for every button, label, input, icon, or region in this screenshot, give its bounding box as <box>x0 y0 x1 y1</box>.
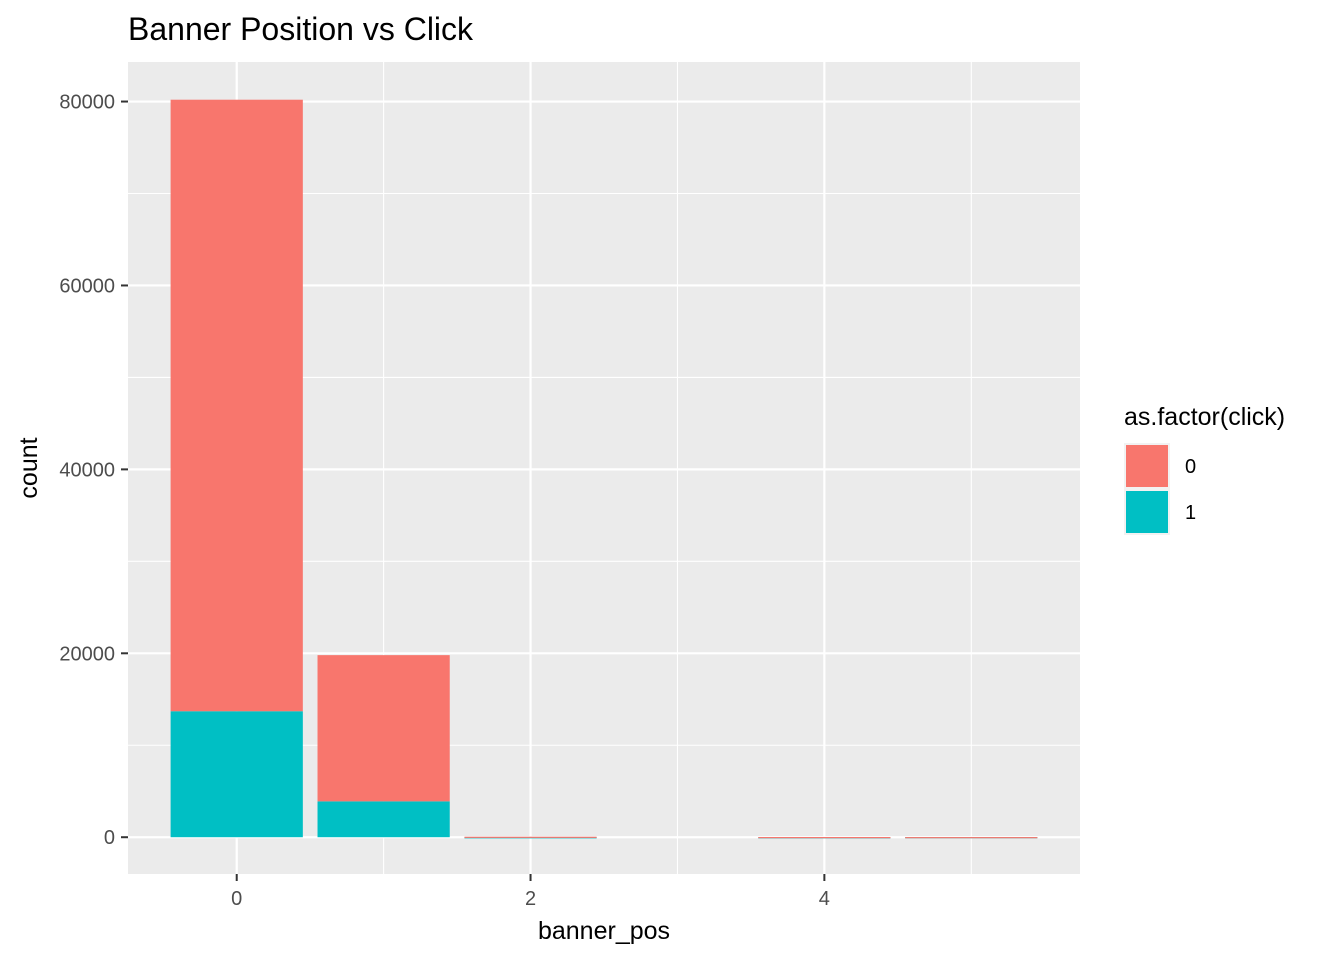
bar-x1-click1 <box>317 801 450 838</box>
bar-x5-click0 <box>905 837 1038 839</box>
x-axis: 0 2 4 <box>231 874 830 910</box>
bar-x0-click1 <box>170 711 303 838</box>
legend-title: as.factor(click) <box>1124 403 1285 431</box>
chart-title: Banner Position vs Click <box>128 11 474 47</box>
legend-swatch-1 <box>1126 491 1168 533</box>
y-tick-label: 0 <box>104 827 115 849</box>
legend-label-0: 0 <box>1185 456 1196 478</box>
y-axis-title: count <box>15 437 43 498</box>
y-tick-label: 80000 <box>59 92 115 114</box>
legend: as.factor(click) 0 1 <box>1124 403 1285 535</box>
bar-x1-click0 <box>317 655 450 802</box>
bar-x2-click0 <box>464 836 597 838</box>
y-tick-label: 40000 <box>59 459 115 481</box>
x-tick-label: 2 <box>525 888 536 910</box>
y-tick-label: 20000 <box>59 643 115 665</box>
x-axis-title: banner_pos <box>538 917 670 945</box>
legend-label-1: 1 <box>1185 502 1196 524</box>
y-axis: 0 20000 40000 60000 80000 <box>59 92 128 849</box>
bar-x0-click0 <box>170 99 303 712</box>
legend-swatch-0 <box>1126 445 1168 487</box>
bar-x4-click0 <box>758 837 891 839</box>
x-tick-label: 0 <box>231 888 242 910</box>
y-tick-label: 60000 <box>59 275 115 297</box>
bars <box>170 99 1038 839</box>
x-tick-label: 4 <box>819 888 830 910</box>
